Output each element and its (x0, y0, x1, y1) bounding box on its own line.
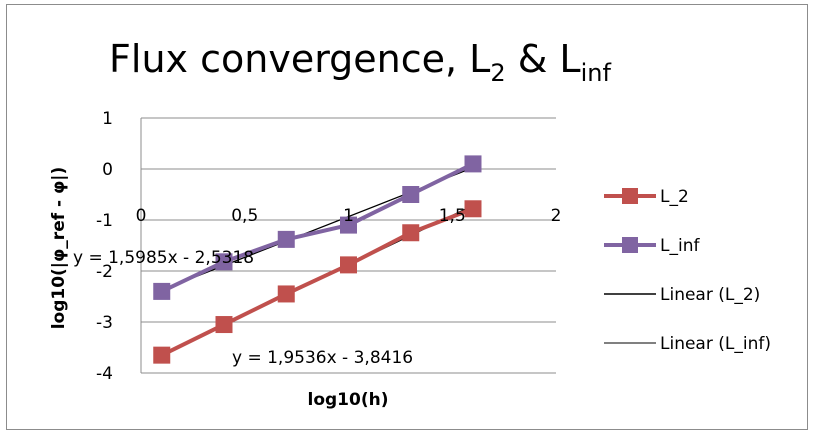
title-subscript-2: 2 (490, 59, 505, 87)
y-tick-label: -2 (96, 262, 113, 282)
y-tick-label: -1 (96, 211, 113, 231)
x-tick-label: 1,5 (439, 206, 466, 226)
legend-item-linear-linf: Linear (L_inf) (604, 334, 771, 354)
legend-swatch-marker (622, 237, 638, 253)
legend-item-linf: L_inf (604, 236, 700, 256)
data-point (277, 230, 295, 248)
data-point (215, 253, 233, 271)
data-point (340, 256, 357, 274)
data-point (402, 186, 420, 203)
data-point (340, 216, 357, 234)
x-tick-label: 1 (343, 206, 354, 226)
x-axis-label: log10(h) (308, 390, 389, 410)
y-tick-label: -4 (96, 364, 113, 384)
x-tick-label: 0 (136, 206, 147, 226)
series-line-l-2 (160, 206, 474, 357)
legend: L_2 L_inf Linear (L_2) Linear (L_inf) (604, 187, 771, 354)
x-tick-label: 0,5 (231, 206, 258, 226)
series-layer (153, 155, 482, 364)
legend-swatch-marker (622, 188, 638, 204)
legend-label: L_2 (660, 187, 689, 207)
data-point (153, 282, 171, 300)
equation-linf: y = 1,5985x - 2,5318 (73, 248, 254, 268)
title-mid: & L (506, 37, 581, 81)
data-point (215, 316, 233, 334)
series-line-l-inf (160, 162, 474, 294)
y-axis-label: log10(|φ_ref - φ|) (49, 167, 69, 330)
data-point (464, 155, 482, 173)
y-tick-label: -3 (96, 313, 113, 333)
x-tick-label: 2 (551, 206, 562, 226)
title-main: Flux convergence, L (109, 37, 490, 81)
data-point (277, 285, 295, 303)
chart-title: Flux convergence, L2 & Linf (109, 37, 611, 87)
trendline-equations: y = 1,9536x - 3,8416 y = 1,5985x - 2,5318 (73, 248, 413, 368)
legend-item-linear-l2: Linear (L_2) (604, 285, 760, 305)
y-tick-label: 0 (102, 160, 113, 180)
legend-label: Linear (L_2) (660, 285, 760, 305)
data-point (153, 346, 171, 364)
equation-l2: y = 1,9536x - 3,8416 (232, 348, 413, 368)
y-tick-label: 1 (102, 109, 113, 129)
legend-label: L_inf (660, 236, 700, 256)
tick-labels: 1 0 -1 -2 -3 -4 0 0,5 1 1,5 2 (96, 109, 561, 384)
data-point (464, 200, 482, 218)
chart-area (6, 4, 808, 430)
legend-item-l2: L_2 (604, 187, 689, 207)
legend-label: Linear (L_inf) (660, 334, 771, 354)
data-point (402, 224, 420, 242)
axes (140, 118, 556, 373)
title-subscript-inf: inf (581, 59, 612, 87)
